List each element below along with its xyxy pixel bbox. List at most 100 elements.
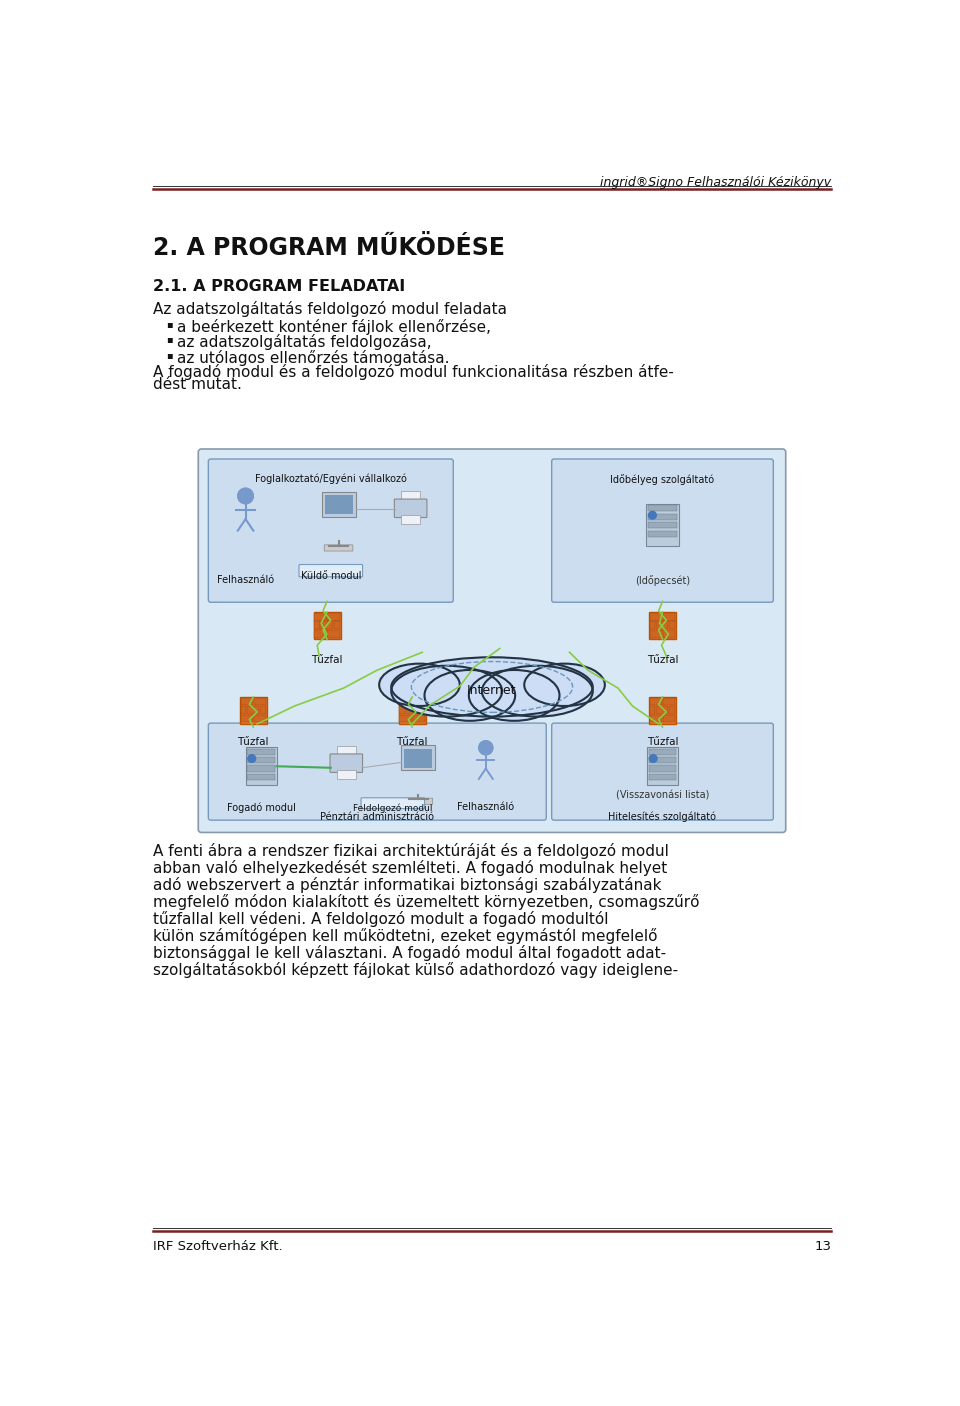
FancyBboxPatch shape bbox=[327, 613, 340, 620]
Text: Tűzfal: Tűzfal bbox=[237, 737, 269, 747]
FancyBboxPatch shape bbox=[260, 706, 266, 714]
FancyBboxPatch shape bbox=[669, 706, 675, 714]
Circle shape bbox=[649, 512, 657, 519]
FancyBboxPatch shape bbox=[253, 714, 266, 723]
Ellipse shape bbox=[482, 666, 592, 717]
FancyBboxPatch shape bbox=[247, 756, 275, 763]
FancyBboxPatch shape bbox=[327, 630, 340, 638]
FancyBboxPatch shape bbox=[401, 515, 420, 524]
FancyBboxPatch shape bbox=[324, 495, 352, 515]
Text: Felhasználó: Felhasználó bbox=[457, 803, 515, 813]
FancyBboxPatch shape bbox=[669, 621, 675, 628]
FancyBboxPatch shape bbox=[648, 530, 677, 537]
Text: 2. A PROGRAM MŰKÖDÉSE: 2. A PROGRAM MŰKÖDÉSE bbox=[153, 236, 505, 260]
FancyBboxPatch shape bbox=[648, 522, 677, 529]
FancyBboxPatch shape bbox=[399, 706, 405, 714]
Text: Internet: Internet bbox=[468, 685, 516, 697]
FancyBboxPatch shape bbox=[646, 503, 679, 546]
Text: Fogadó modul: Fogadó modul bbox=[227, 803, 296, 813]
FancyBboxPatch shape bbox=[399, 714, 412, 723]
FancyBboxPatch shape bbox=[314, 612, 341, 640]
FancyBboxPatch shape bbox=[247, 706, 259, 714]
FancyBboxPatch shape bbox=[314, 613, 326, 620]
Text: A fogadó modul és a feldolgozó modul funkcionalitása részben átfe-: A fogadó modul és a feldolgozó modul fun… bbox=[153, 364, 673, 380]
FancyBboxPatch shape bbox=[324, 546, 353, 551]
FancyBboxPatch shape bbox=[241, 697, 252, 706]
Ellipse shape bbox=[424, 671, 516, 721]
Text: 13: 13 bbox=[814, 1240, 831, 1253]
FancyBboxPatch shape bbox=[650, 613, 662, 620]
FancyBboxPatch shape bbox=[241, 714, 252, 723]
FancyBboxPatch shape bbox=[247, 765, 275, 772]
FancyBboxPatch shape bbox=[330, 754, 363, 772]
Text: ingrid®Signo Felhasználói Kézikönyv: ingrid®Signo Felhasználói Kézikönyv bbox=[600, 176, 831, 190]
FancyBboxPatch shape bbox=[663, 697, 675, 706]
FancyBboxPatch shape bbox=[401, 745, 436, 770]
Text: IRF Szoftverház Kft.: IRF Szoftverház Kft. bbox=[153, 1240, 282, 1253]
FancyBboxPatch shape bbox=[650, 706, 655, 714]
FancyBboxPatch shape bbox=[337, 770, 355, 779]
Text: A fenti ábra a rendszer fizikai architektúráját és a feldolgozó modul: A fenti ábra a rendszer fizikai architek… bbox=[153, 844, 668, 859]
FancyBboxPatch shape bbox=[663, 613, 675, 620]
FancyBboxPatch shape bbox=[663, 630, 675, 638]
FancyBboxPatch shape bbox=[649, 748, 677, 755]
Text: Tűzfal: Tűzfal bbox=[311, 655, 343, 665]
Text: tűzfallal kell védeni. A feldolgozó modult a fogadó modultól: tűzfallal kell védeni. A feldolgozó modu… bbox=[153, 911, 608, 927]
FancyBboxPatch shape bbox=[208, 723, 546, 820]
Circle shape bbox=[649, 755, 657, 762]
FancyBboxPatch shape bbox=[419, 706, 425, 714]
Text: Tűzfal: Tűzfal bbox=[396, 737, 428, 747]
Text: megfelelő módon kialakított és üzemeltett környezetben, csomagszűrő: megfelelő módon kialakított és üzemeltet… bbox=[153, 894, 699, 910]
FancyBboxPatch shape bbox=[337, 747, 355, 761]
FancyBboxPatch shape bbox=[650, 621, 655, 628]
Text: ▪: ▪ bbox=[166, 319, 173, 329]
FancyBboxPatch shape bbox=[208, 458, 453, 602]
Text: 2.1. A PROGRAM FELADATAI: 2.1. A PROGRAM FELADATAI bbox=[153, 278, 405, 294]
FancyBboxPatch shape bbox=[552, 723, 774, 820]
Text: az adatszolgáltatás feldolgozása,: az adatszolgáltatás feldolgozása, bbox=[178, 335, 432, 350]
FancyBboxPatch shape bbox=[656, 621, 668, 628]
Text: Hitelesítés szolgáltató: Hitelesítés szolgáltató bbox=[609, 811, 716, 823]
Text: (Időpecsét): (Időpecsét) bbox=[635, 575, 690, 586]
Text: biztonsággal le kell választani. A fogadó modul által fogadott adat-: biztonsággal le kell választani. A fogad… bbox=[153, 945, 665, 960]
FancyBboxPatch shape bbox=[413, 697, 425, 706]
Text: abban való elhelyezkedését szemlélteti. A fogadó modulnak helyet: abban való elhelyezkedését szemlélteti. … bbox=[153, 860, 667, 876]
Text: ▪: ▪ bbox=[166, 350, 173, 360]
Text: külön számítógépen kell működtetni, ezeket egymástól megfelelő: külön számítógépen kell működtetni, ezek… bbox=[153, 928, 657, 943]
FancyBboxPatch shape bbox=[663, 714, 675, 723]
FancyBboxPatch shape bbox=[241, 706, 246, 714]
FancyBboxPatch shape bbox=[321, 621, 333, 628]
Circle shape bbox=[479, 741, 492, 755]
Text: adó webszervert a pénztár informatikai biztonsági szabályzatának: adó webszervert a pénztár informatikai b… bbox=[153, 877, 661, 893]
FancyBboxPatch shape bbox=[253, 697, 266, 706]
FancyBboxPatch shape bbox=[399, 697, 426, 724]
Text: (Visszavonási lista): (Visszavonási lista) bbox=[615, 792, 709, 801]
FancyBboxPatch shape bbox=[405, 706, 418, 714]
Text: Feldolgozó modul: Feldolgozó modul bbox=[353, 803, 433, 813]
FancyBboxPatch shape bbox=[552, 458, 774, 602]
FancyBboxPatch shape bbox=[649, 773, 677, 780]
FancyBboxPatch shape bbox=[247, 773, 275, 780]
FancyBboxPatch shape bbox=[404, 748, 432, 768]
Text: Felhasználó: Felhasználó bbox=[217, 575, 275, 585]
FancyBboxPatch shape bbox=[649, 697, 677, 724]
Circle shape bbox=[248, 755, 255, 762]
FancyBboxPatch shape bbox=[322, 492, 355, 517]
FancyBboxPatch shape bbox=[247, 748, 275, 755]
FancyBboxPatch shape bbox=[413, 714, 425, 723]
FancyBboxPatch shape bbox=[649, 756, 677, 763]
FancyBboxPatch shape bbox=[333, 621, 340, 628]
Text: Tűzfal: Tűzfal bbox=[647, 737, 679, 747]
Circle shape bbox=[238, 488, 253, 503]
Text: Foglalkoztató/Egyéni vállalkozó: Foglalkoztató/Egyéni vállalkozó bbox=[254, 474, 407, 484]
FancyBboxPatch shape bbox=[399, 697, 412, 706]
FancyBboxPatch shape bbox=[314, 630, 326, 638]
FancyBboxPatch shape bbox=[649, 765, 677, 772]
FancyBboxPatch shape bbox=[650, 697, 662, 706]
Text: Az adatszolgáltatás feldolgozó modul feladata: Az adatszolgáltatás feldolgozó modul fel… bbox=[153, 301, 507, 318]
Ellipse shape bbox=[524, 664, 605, 706]
FancyBboxPatch shape bbox=[199, 449, 785, 832]
FancyBboxPatch shape bbox=[246, 747, 276, 786]
Text: dést mutat.: dést mutat. bbox=[153, 377, 241, 392]
Text: Pénztári adminisztráció: Pénztári adminisztráció bbox=[321, 811, 434, 821]
